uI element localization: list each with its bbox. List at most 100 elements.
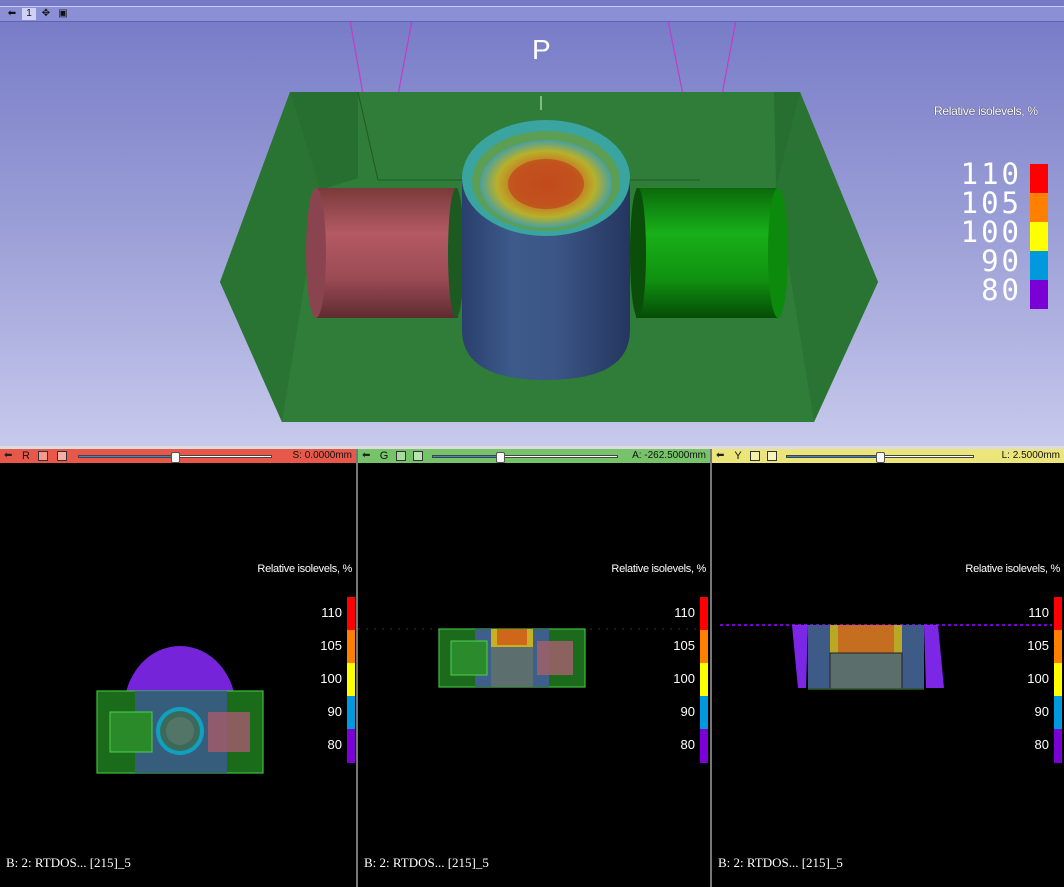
view-divider <box>710 449 712 887</box>
legend-label: 80 <box>327 737 342 752</box>
legend-title: Relative isolevels, % <box>965 563 1060 575</box>
orientation-marker: P <box>532 34 551 65</box>
volume-caption: B: 2: RTDOS... [215]_5 <box>6 855 131 870</box>
legend-labels: 110 105 100 90 80 <box>300 597 342 763</box>
red-cylinder-cap <box>306 188 326 318</box>
maximize-view-icon[interactable] <box>413 451 423 461</box>
color-legend-bar <box>1030 164 1048 309</box>
slice-controller-bar: ⬅ R S: 0.0000mm <box>0 449 356 463</box>
dose-scatter <box>792 625 808 688</box>
legend-label: 80 <box>981 273 1022 307</box>
red-insert <box>537 641 573 675</box>
pin-icon[interactable]: ⬅ <box>7 8 17 19</box>
phantom-box-face <box>290 92 358 190</box>
legend-label: 90 <box>327 704 342 719</box>
slice-view-letter: G <box>379 450 389 462</box>
legend-label: 80 <box>1034 737 1049 752</box>
legend-label: 90 <box>680 704 695 719</box>
link-icon[interactable] <box>396 451 406 461</box>
dose-hot <box>497 629 527 645</box>
legend-label: 80 <box>680 737 695 752</box>
legend-swatch <box>1030 222 1048 251</box>
green-insert <box>450 640 488 676</box>
legend-label: 105 <box>1027 638 1049 653</box>
maximize-view-icon[interactable] <box>767 451 777 461</box>
slice-view-letter: Y <box>734 450 742 462</box>
slice-offset-value: A: -262.5000mm <box>632 450 706 461</box>
slice-offset-slider[interactable] <box>786 452 974 463</box>
beam-line <box>397 19 413 96</box>
slice-image <box>96 646 264 774</box>
slice-view-red[interactable]: ⬅ R S: 0.0000mm Relative isolevels, % 11… <box>0 449 356 887</box>
green-cylinder-end <box>630 188 646 318</box>
legend-labels: 110 105 100 90 80 <box>1007 597 1049 763</box>
legend-title: Relative isolevels, % <box>934 104 1038 118</box>
legend-label: 110 <box>321 605 342 620</box>
legend-label: 100 <box>673 671 695 686</box>
legend-label: 110 <box>674 605 695 620</box>
legend-label: 110 <box>960 157 1022 191</box>
slice-offset-value: L: 2.5000mm <box>1001 450 1060 461</box>
3d-view[interactable]: P Relative isolevels, % 110 105 100 90 8… <box>0 0 1064 446</box>
dose-scatter <box>924 625 944 688</box>
view-number: 1 <box>22 8 36 20</box>
link-icon[interactable] <box>38 451 48 461</box>
slice-offset-slider[interactable] <box>432 452 618 463</box>
slice-view-yellow[interactable]: ⬅ Y L: 2.5000mm Relative isolevels, % 11… <box>712 449 1064 887</box>
volume-caption: B: 2: RTDOS... [215]_5 <box>364 855 489 870</box>
pin-icon[interactable]: ⬅ <box>716 450 725 461</box>
slice-view-letter: R <box>22 450 30 462</box>
center-cylinder <box>462 178 630 380</box>
slider-handle[interactable] <box>496 452 505 463</box>
legend-label: 105 <box>960 186 1022 220</box>
pin-icon[interactable]: ⬅ <box>4 450 13 461</box>
slice-controller-bar: ⬅ Y L: 2.5000mm <box>712 449 1064 463</box>
green-insert <box>109 711 153 753</box>
legend-label: 105 <box>673 638 695 653</box>
color-legend-bar <box>700 597 708 763</box>
dose-hot <box>838 625 894 653</box>
dose-hotspot <box>508 159 584 209</box>
slice-image <box>358 628 710 688</box>
maximize-view-icon[interactable]: ▣ <box>58 8 68 19</box>
legend-swatch <box>1030 164 1048 193</box>
phantom-box-face <box>776 92 878 422</box>
slice-view-green[interactable]: ⬅ G A: -262.5000mm Relative isolevels, %… <box>358 449 710 887</box>
red-cylinder-end <box>448 188 464 318</box>
slice-controller-bar: ⬅ G A: -262.5000mm <box>358 449 710 463</box>
pin-icon[interactable]: ⬅ <box>362 450 371 461</box>
legend-labels: 110 105 100 90 80 <box>653 597 695 763</box>
slider-handle[interactable] <box>171 452 180 463</box>
green-cylinder-cap <box>768 188 788 318</box>
3d-view-controller-bar: ⬅ 1 ✥ ▣ <box>0 6 1064 22</box>
maximize-view-icon[interactable] <box>57 451 67 461</box>
legend-label: 90 <box>1034 704 1049 719</box>
3d-scene[interactable] <box>0 0 1064 446</box>
legend-swatch <box>1030 251 1048 280</box>
center-view-icon[interactable]: ✥ <box>41 8 51 19</box>
legend-label: 110 <box>1028 605 1049 620</box>
color-legend-bar <box>347 597 355 763</box>
box-edge <box>357 91 379 181</box>
color-legend-bar <box>1054 597 1062 763</box>
red-cylinder <box>316 188 458 318</box>
volume-caption: B: 2: RTDOS... [215]_5 <box>718 855 843 870</box>
legend-title: Relative isolevels, % <box>611 563 706 575</box>
legend-labels: 110 105 100 90 80 <box>940 160 1022 310</box>
legend-swatch <box>1030 280 1048 309</box>
slice-image <box>720 624 1052 690</box>
link-icon[interactable] <box>750 451 760 461</box>
view-splitter[interactable] <box>0 446 1064 449</box>
slider-handle[interactable] <box>876 452 885 463</box>
green-cylinder <box>636 188 778 318</box>
cylinder-core <box>829 652 903 690</box>
slice-offset-slider[interactable] <box>78 452 272 463</box>
legend-label: 100 <box>1027 671 1049 686</box>
cylinder-core <box>491 647 533 687</box>
legend-label: 100 <box>960 215 1022 249</box>
phantom-box-face <box>220 92 320 422</box>
legend-label: 100 <box>320 671 342 686</box>
legend-title: Relative isolevels, % <box>257 563 352 575</box>
view-divider <box>356 449 358 887</box>
legend-label: 90 <box>981 244 1022 278</box>
